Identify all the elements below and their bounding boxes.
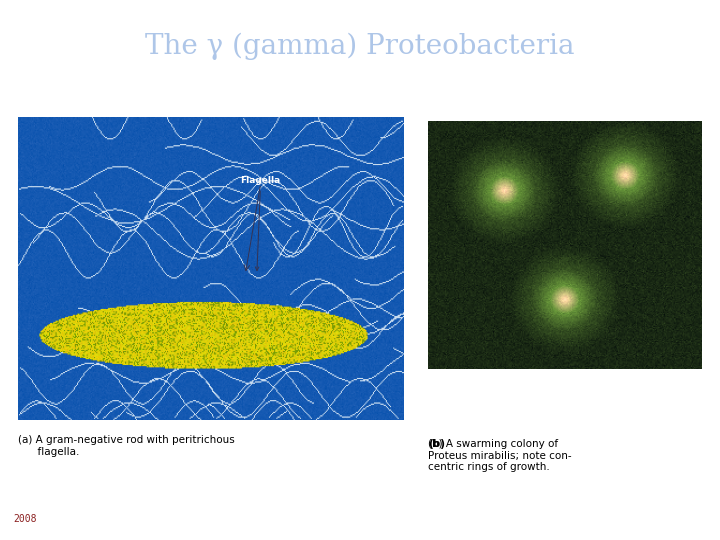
- Text: The γ (gamma) Proteobacteria: The γ (gamma) Proteobacteria: [145, 32, 575, 60]
- Text: Flagella: Flagella: [240, 177, 281, 271]
- Text: 2008: 2008: [13, 514, 37, 524]
- Text: (b) A swarming colony of
Proteus mirabilis; note con-
centric rings of growth.: (b) A swarming colony of Proteus mirabil…: [428, 439, 572, 472]
- Text: (a) A gram-negative rod with peritrichous
      flagella.: (a) A gram-negative rod with peritrichou…: [18, 435, 235, 456]
- Text: (b): (b): [428, 439, 446, 449]
